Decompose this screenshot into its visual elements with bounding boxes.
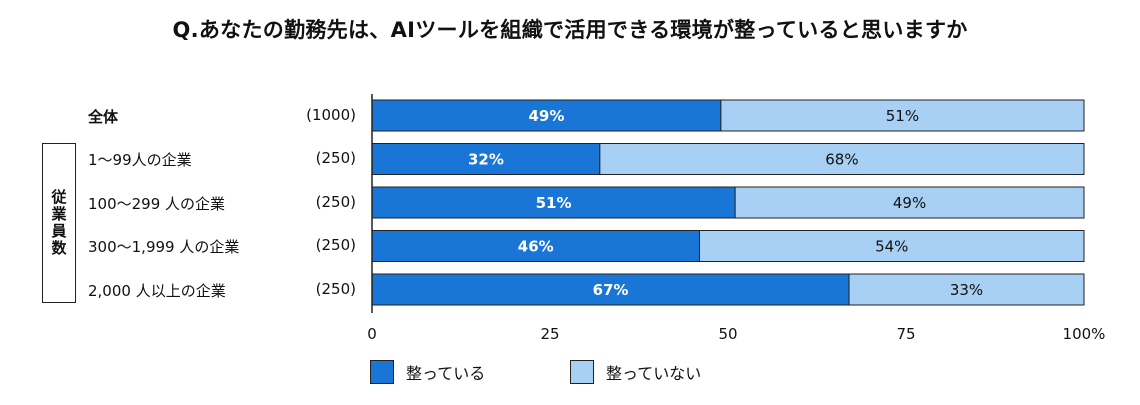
legend-swatch-ready xyxy=(370,360,394,384)
data-label-not-ready: 51% xyxy=(886,107,919,125)
x-tick-label: 25 xyxy=(540,325,559,343)
x-tick-label: 100% xyxy=(1063,325,1106,343)
bar-segment-not-ready xyxy=(734,186,1085,219)
category-label: 1〜99人の企業 xyxy=(88,151,192,169)
chart-title: Q.あなたの勤務先は、AIツールを組織で活用できる環境が整っていると思いますか xyxy=(172,18,968,42)
bar-segment-ready xyxy=(371,99,722,132)
legend-swatch-not-ready xyxy=(570,360,594,384)
bar-segment-not-ready xyxy=(848,273,1085,306)
bar-segment-ready xyxy=(371,273,850,306)
category-label: 300〜1,999 人の企業 xyxy=(88,238,240,256)
category-label: 100〜299 人の企業 xyxy=(88,194,226,213)
employee-count-group-box: 従業員数 xyxy=(42,143,76,303)
sample-size-label: (250) xyxy=(315,192,356,211)
data-label-ready: 46% xyxy=(518,238,554,256)
data-label-ready: 51% xyxy=(536,194,572,212)
sample-size-label: (1000) xyxy=(306,105,356,124)
legend-item-not-ready: 整っていない xyxy=(570,360,701,384)
data-label-not-ready: 49% xyxy=(893,194,926,212)
sample-size-label: (250) xyxy=(315,236,356,254)
data-label-not-ready: 68% xyxy=(825,151,858,169)
bar-segment-not-ready xyxy=(699,230,1085,262)
x-tick-label: 50 xyxy=(718,325,737,343)
x-tick-label: 0 xyxy=(367,325,377,343)
legend-label-ready: 整っている xyxy=(406,364,486,383)
data-label-ready: 49% xyxy=(528,107,564,125)
bar-segment-ready xyxy=(371,186,736,219)
data-label-not-ready: 33% xyxy=(950,281,983,299)
legend-label-not-ready: 整っていない xyxy=(606,364,702,383)
data-label-not-ready: 54% xyxy=(875,238,908,256)
sample-size-label: (250) xyxy=(315,149,356,167)
category-label: 2,000 人以上の企業 xyxy=(88,281,226,300)
legend-item-ready: 整っている xyxy=(370,360,485,384)
bar-segment-not-ready xyxy=(599,143,1085,175)
employee-count-group-label: 従業員数 xyxy=(49,189,68,257)
data-label-ready: 67% xyxy=(593,281,629,299)
sample-size-label: (250) xyxy=(315,279,356,298)
category-label: 全体 xyxy=(88,107,119,126)
x-tick-label: 75 xyxy=(896,325,915,343)
data-label-ready: 32% xyxy=(468,151,504,169)
bar-segment-not-ready xyxy=(720,99,1085,132)
